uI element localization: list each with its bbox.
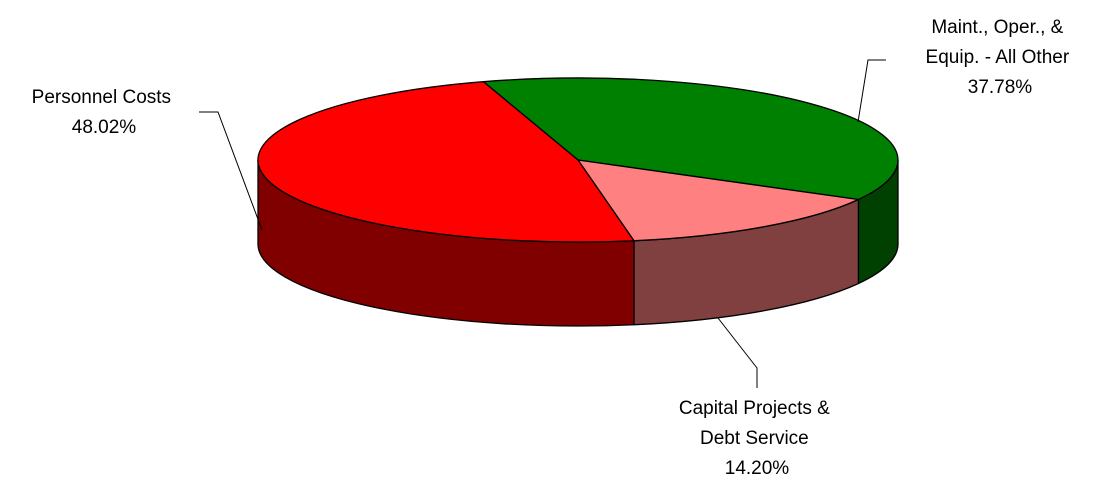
leader-line-maint-oper-equip xyxy=(857,59,886,123)
pie-slice-personnel-costs xyxy=(257,81,635,243)
leader-line-capital-projects xyxy=(717,317,758,388)
pie-tops xyxy=(257,77,899,243)
slice-label-capital-projects: Capital Projects & Debt Service 14.20% xyxy=(679,398,835,479)
pie-sides xyxy=(257,159,899,327)
leader-lines xyxy=(199,59,886,388)
slice-label-personnel-costs: Personnel Costs 48.02% xyxy=(32,87,177,138)
slice-label-maint-oper-equip: Maint., Oper., & Equip. - All Other 37.7… xyxy=(926,17,1075,98)
pie-slice-capital-projects-debt-service xyxy=(577,159,860,242)
pie-slice-maint-oper-equip-all-other xyxy=(482,77,899,201)
leader-line-personnel-costs xyxy=(199,111,263,231)
